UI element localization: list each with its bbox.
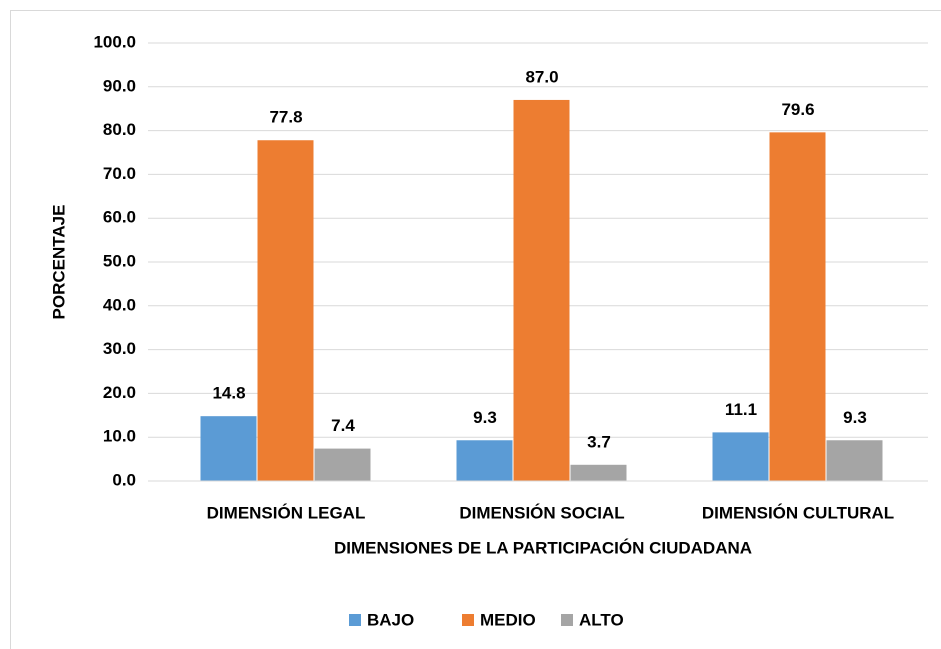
y-tick-label: 0.0 (112, 470, 136, 489)
bar (513, 99, 570, 481)
value-label: 87.0 (525, 67, 558, 86)
x-tick-label: DIMENSIÓN SOCIAL (459, 503, 624, 522)
y-tick-label: 80.0 (103, 120, 136, 139)
legend-label: ALTO (579, 610, 624, 629)
y-tick-label: 90.0 (103, 76, 136, 95)
bar (314, 448, 371, 481)
value-label: 9.3 (473, 408, 497, 427)
x-axis-title: DIMENSIONES DE LA PARTICIPACIÓN CIUDADAN… (334, 538, 752, 557)
y-axis-title: PORCENTAJE (49, 205, 68, 320)
x-tick-label: DIMENSIÓN CULTURAL (702, 503, 894, 522)
value-label: 7.4 (331, 416, 355, 435)
value-label: 79.6 (781, 100, 814, 119)
y-tick-label: 100.0 (93, 32, 136, 51)
bar (826, 440, 883, 481)
bar (456, 440, 513, 481)
legend-label: BAJO (367, 610, 414, 629)
y-tick-label: 30.0 (103, 339, 136, 358)
x-tick-label: DIMENSIÓN LEGAL (207, 503, 366, 522)
y-tick-label: 40.0 (103, 295, 136, 314)
y-tick-label: 70.0 (103, 164, 136, 183)
bar (769, 132, 826, 482)
y-tick-label: 20.0 (103, 383, 136, 402)
y-tick-label: 60.0 (103, 208, 136, 227)
bar (712, 432, 769, 481)
legend-swatch (349, 614, 361, 626)
value-label: 3.7 (587, 432, 611, 451)
legend-swatch (462, 614, 474, 626)
bar (200, 416, 257, 481)
legend-swatch (561, 614, 573, 626)
y-tick-label: 10.0 (103, 427, 136, 446)
value-label: 11.1 (725, 400, 757, 419)
y-tick-label: 50.0 (103, 251, 136, 270)
legend-label: MEDIO (480, 610, 536, 629)
value-label: 9.3 (843, 408, 867, 427)
value-label: 77.8 (269, 108, 302, 127)
bar (570, 464, 627, 481)
value-label: 14.8 (212, 384, 245, 403)
chart-border (10, 10, 941, 649)
bar (257, 140, 314, 481)
